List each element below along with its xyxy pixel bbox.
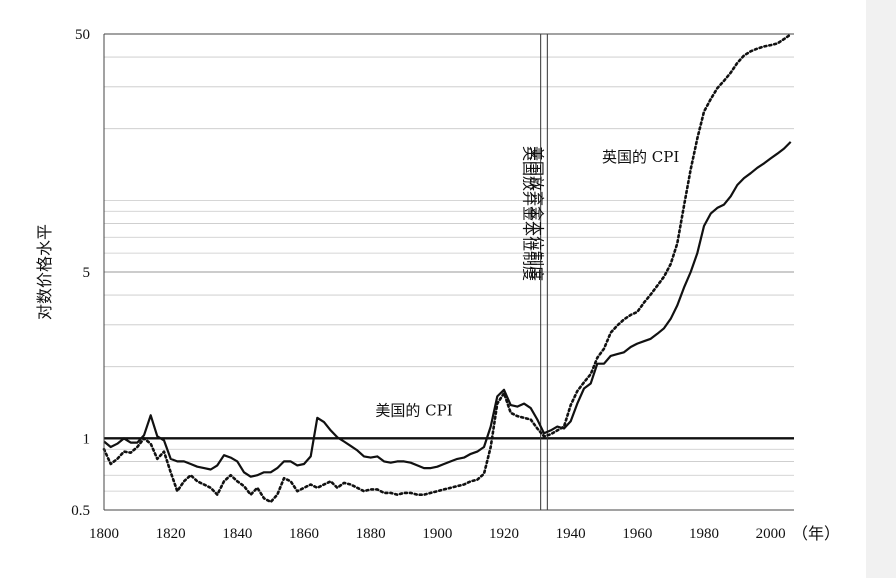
axes — [103, 33, 794, 511]
x-tick-label: 1860 — [289, 526, 319, 542]
x-tick-label: 1940 — [556, 526, 586, 542]
annotations: 英国的 CPI 美国的 CPI — [375, 148, 679, 419]
series-uk-cpi — [102, 33, 792, 504]
x-tick-label: 2000 — [756, 526, 786, 542]
x-tick-label: 1980 — [689, 526, 719, 542]
y-tick-label: 0.5 — [71, 503, 90, 519]
y-tick-labels: 0.5 1 5 50 — [71, 27, 90, 519]
y-axis-title: 对数价格水平 — [35, 224, 54, 320]
y-tick-label: 5 — [83, 265, 91, 281]
y-tick-label: 1 — [83, 431, 91, 447]
series-lines — [102, 33, 792, 504]
x-tick-label: 1900 — [422, 526, 452, 542]
x-tick-labels: 1800 1820 1840 1860 1880 1900 1920 1940 1960 1980… — [89, 526, 786, 542]
series-annotation: 美国的 CPI — [375, 401, 452, 419]
x-tick-label: 1840 — [222, 526, 252, 542]
series-annotation: 英国的 CPI — [602, 148, 679, 166]
y-tick-label: 50 — [75, 27, 90, 43]
x-tick-label: 1960 — [622, 526, 652, 542]
right-margin-strip — [866, 0, 896, 578]
x-tick-label: 1880 — [356, 526, 386, 542]
marker-label: 美国放弃金本位制度 — [527, 146, 545, 281]
x-tick-label: 1820 — [156, 526, 186, 542]
series-us-cpi — [103, 141, 792, 478]
x-tick-label: 1800 — [89, 526, 119, 542]
x-axis-title: （年） — [792, 524, 840, 543]
x-tick-label: 1920 — [489, 526, 519, 542]
marker-label: 英国放弃金本位制度 — [521, 146, 539, 281]
